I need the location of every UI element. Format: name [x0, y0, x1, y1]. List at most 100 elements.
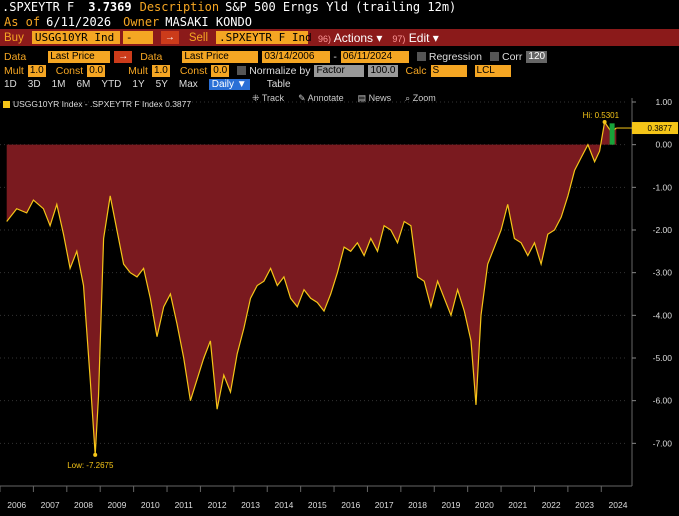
corr-checkbox[interactable] [490, 52, 499, 61]
data-field[interactable]: Last Price [48, 50, 111, 63]
range-1y[interactable]: 1Y [132, 79, 145, 90]
chart-annotations: Low: -7.2675 Hi: 0.5301 0.3877 [67, 111, 678, 470]
owner-label: Owner [123, 14, 160, 29]
currency-field[interactable]: LCL [474, 64, 511, 77]
x-tick-label: 2020 [475, 500, 494, 510]
data2-field[interactable]: Last Price [182, 50, 259, 63]
y-tick-label: -1.00 [653, 182, 673, 192]
y-tick-label: -7.00 [653, 438, 673, 448]
data-label: Data [4, 50, 27, 63]
arrow-icon[interactable]: → [114, 50, 133, 63]
x-axis-ticks: 2006 2007 2008 2009 2010 2011 2012 2013 2014 2015… [0, 485, 632, 510]
options-row-1: Data Last Price → Data Last Price 03/14/… [0, 50, 679, 63]
edit-number: 97) [392, 33, 406, 44]
track-tool[interactable]: ⁜ Track [252, 93, 285, 103]
asof-label: As of [4, 14, 41, 29]
zoom-tool[interactable]: ⌕ Zoom [405, 93, 436, 103]
y-tick-label: -6.00 [653, 396, 673, 406]
last-value-box [632, 122, 678, 135]
last-value-label: 0.3877 [648, 124, 673, 133]
ticker[interactable]: .SPXEYTR F [2, 0, 75, 14]
x-tick-label: 2010 [141, 500, 160, 510]
trade-bar: Buy USGG10YR Ind - → Sell .SPXEYTR F Ind… [0, 29, 679, 46]
asof-row: As of 6/11/2026 Owner MASAKI KONDO [0, 14, 679, 29]
low-marker [93, 452, 98, 457]
y-tick-label: 1.00 [655, 97, 672, 107]
x-tick-label: 2016 [341, 500, 360, 510]
y-tick-label: 0.00 [655, 140, 672, 150]
calc-label: Calc [405, 64, 427, 77]
track-label: Track [261, 93, 285, 103]
range-5y[interactable]: 5Y [155, 79, 168, 90]
period-dropdown[interactable]: Daily ▼ [208, 79, 250, 90]
const-field[interactable]: 0.0 [87, 64, 106, 77]
date-separator: - [333, 50, 337, 63]
sell-label: Sell [188, 31, 209, 44]
x-tick-label: 2018 [408, 500, 427, 510]
annotate-tool[interactable]: ✎ Annotate [298, 93, 344, 103]
factor-field[interactable]: 100.0 [368, 64, 398, 77]
table-button[interactable]: Table [266, 79, 291, 90]
x-tick-label: 2021 [508, 500, 527, 510]
chart-legend[interactable]: USGG10YR Index - .SPXEYTR F Index 0.3877 [3, 99, 191, 109]
x-tick-label: 2015 [308, 500, 327, 510]
options-row-2: Mult 1.0 Const 0.0 Mult 1.0 Const 0.0 No… [0, 64, 679, 77]
data2-label: Data [140, 50, 163, 63]
asof-value: 6/11/2026 [46, 14, 112, 29]
y-tick-label: -3.00 [653, 268, 673, 278]
regression-checkbox[interactable] [416, 52, 426, 61]
x-tick-label: 2023 [575, 500, 594, 510]
normalize-label: Normalize by [249, 64, 311, 77]
mult-label: Mult [4, 64, 24, 77]
buy-security-field[interactable]: USGG10YR Ind [31, 31, 120, 44]
end-date-field[interactable]: 06/11/2024 [340, 50, 409, 63]
header-row: .SPXEYTR F 3.7369 Description S&P 500 Er… [0, 0, 679, 14]
time-range-bar: 1D 3D 1M 6M YTD 1Y 5Y Max Daily ▼ Table [0, 78, 679, 91]
edit-menu[interactable]: 97) Edit ▾ [392, 30, 439, 45]
normalize-field[interactable]: Factor [314, 64, 365, 77]
legend-label: USGG10YR Index - .SPXEYTR F Index 0.3877 [13, 99, 192, 109]
const-label: Const [55, 64, 84, 77]
swap-button[interactable]: → [160, 31, 179, 44]
news-tool[interactable]: ▤ News [357, 93, 392, 103]
legend-swatch [3, 100, 10, 108]
actions-menu[interactable]: 96) Actions ▾ [318, 30, 383, 45]
description-label: Description [139, 0, 220, 14]
range-1d[interactable]: 1D [4, 79, 17, 90]
mult-field[interactable]: 1.0 [27, 64, 46, 77]
y-tick-label: -2.00 [653, 225, 673, 235]
range-3d[interactable]: 3D [27, 79, 41, 90]
chart-tools: ⁜ Track ✎ Annotate ▤ News ⌕ Zoom [0, 92, 679, 105]
const2-field[interactable]: 0.0 [211, 64, 230, 77]
high-marker [602, 120, 607, 125]
corr-field[interactable]: 120 [526, 50, 548, 63]
spread-line [6, 120, 617, 455]
low-label: Low: -7.2675 [67, 461, 114, 470]
range-6m[interactable]: 6M [76, 79, 91, 90]
start-date-field[interactable]: 03/14/2006 [262, 50, 331, 63]
x-tick-label: 2012 [208, 500, 227, 510]
range-max[interactable]: Max [178, 79, 198, 90]
mult2-field[interactable]: 1.0 [151, 64, 170, 77]
normalize-checkbox[interactable] [237, 66, 247, 75]
y-tick-label: -5.00 [653, 353, 673, 363]
x-tick-label: 2011 [175, 500, 194, 510]
x-tick-label: 2013 [241, 500, 260, 510]
y-tick-label: -4.00 [653, 310, 673, 320]
buy-dropdown[interactable]: - [122, 31, 153, 44]
x-tick-label: 2014 [274, 500, 293, 510]
owner-value: MASAKI KONDO [165, 14, 252, 29]
range-1m[interactable]: 1M [51, 79, 66, 90]
range-ytd[interactable]: YTD [101, 79, 122, 90]
calc-field[interactable]: S [430, 64, 467, 77]
annotate-label: Annotate [307, 93, 344, 103]
sell-security-field[interactable]: .SPXEYTR F Ind [216, 31, 312, 44]
description-value: S&P 500 Erngs Yld (trailing 12m) [225, 0, 457, 14]
x-tick-label: 2024 [609, 500, 628, 510]
green-bar [609, 123, 615, 145]
y-axis-ticks: 1.00 0.00 -1.00 -2.00 -3.00 -4.00 -5.00 -6.00 -7… [631, 97, 673, 486]
const2-label: Const [179, 64, 208, 77]
news-label: News [368, 93, 392, 103]
x-tick-label: 2017 [375, 500, 394, 510]
